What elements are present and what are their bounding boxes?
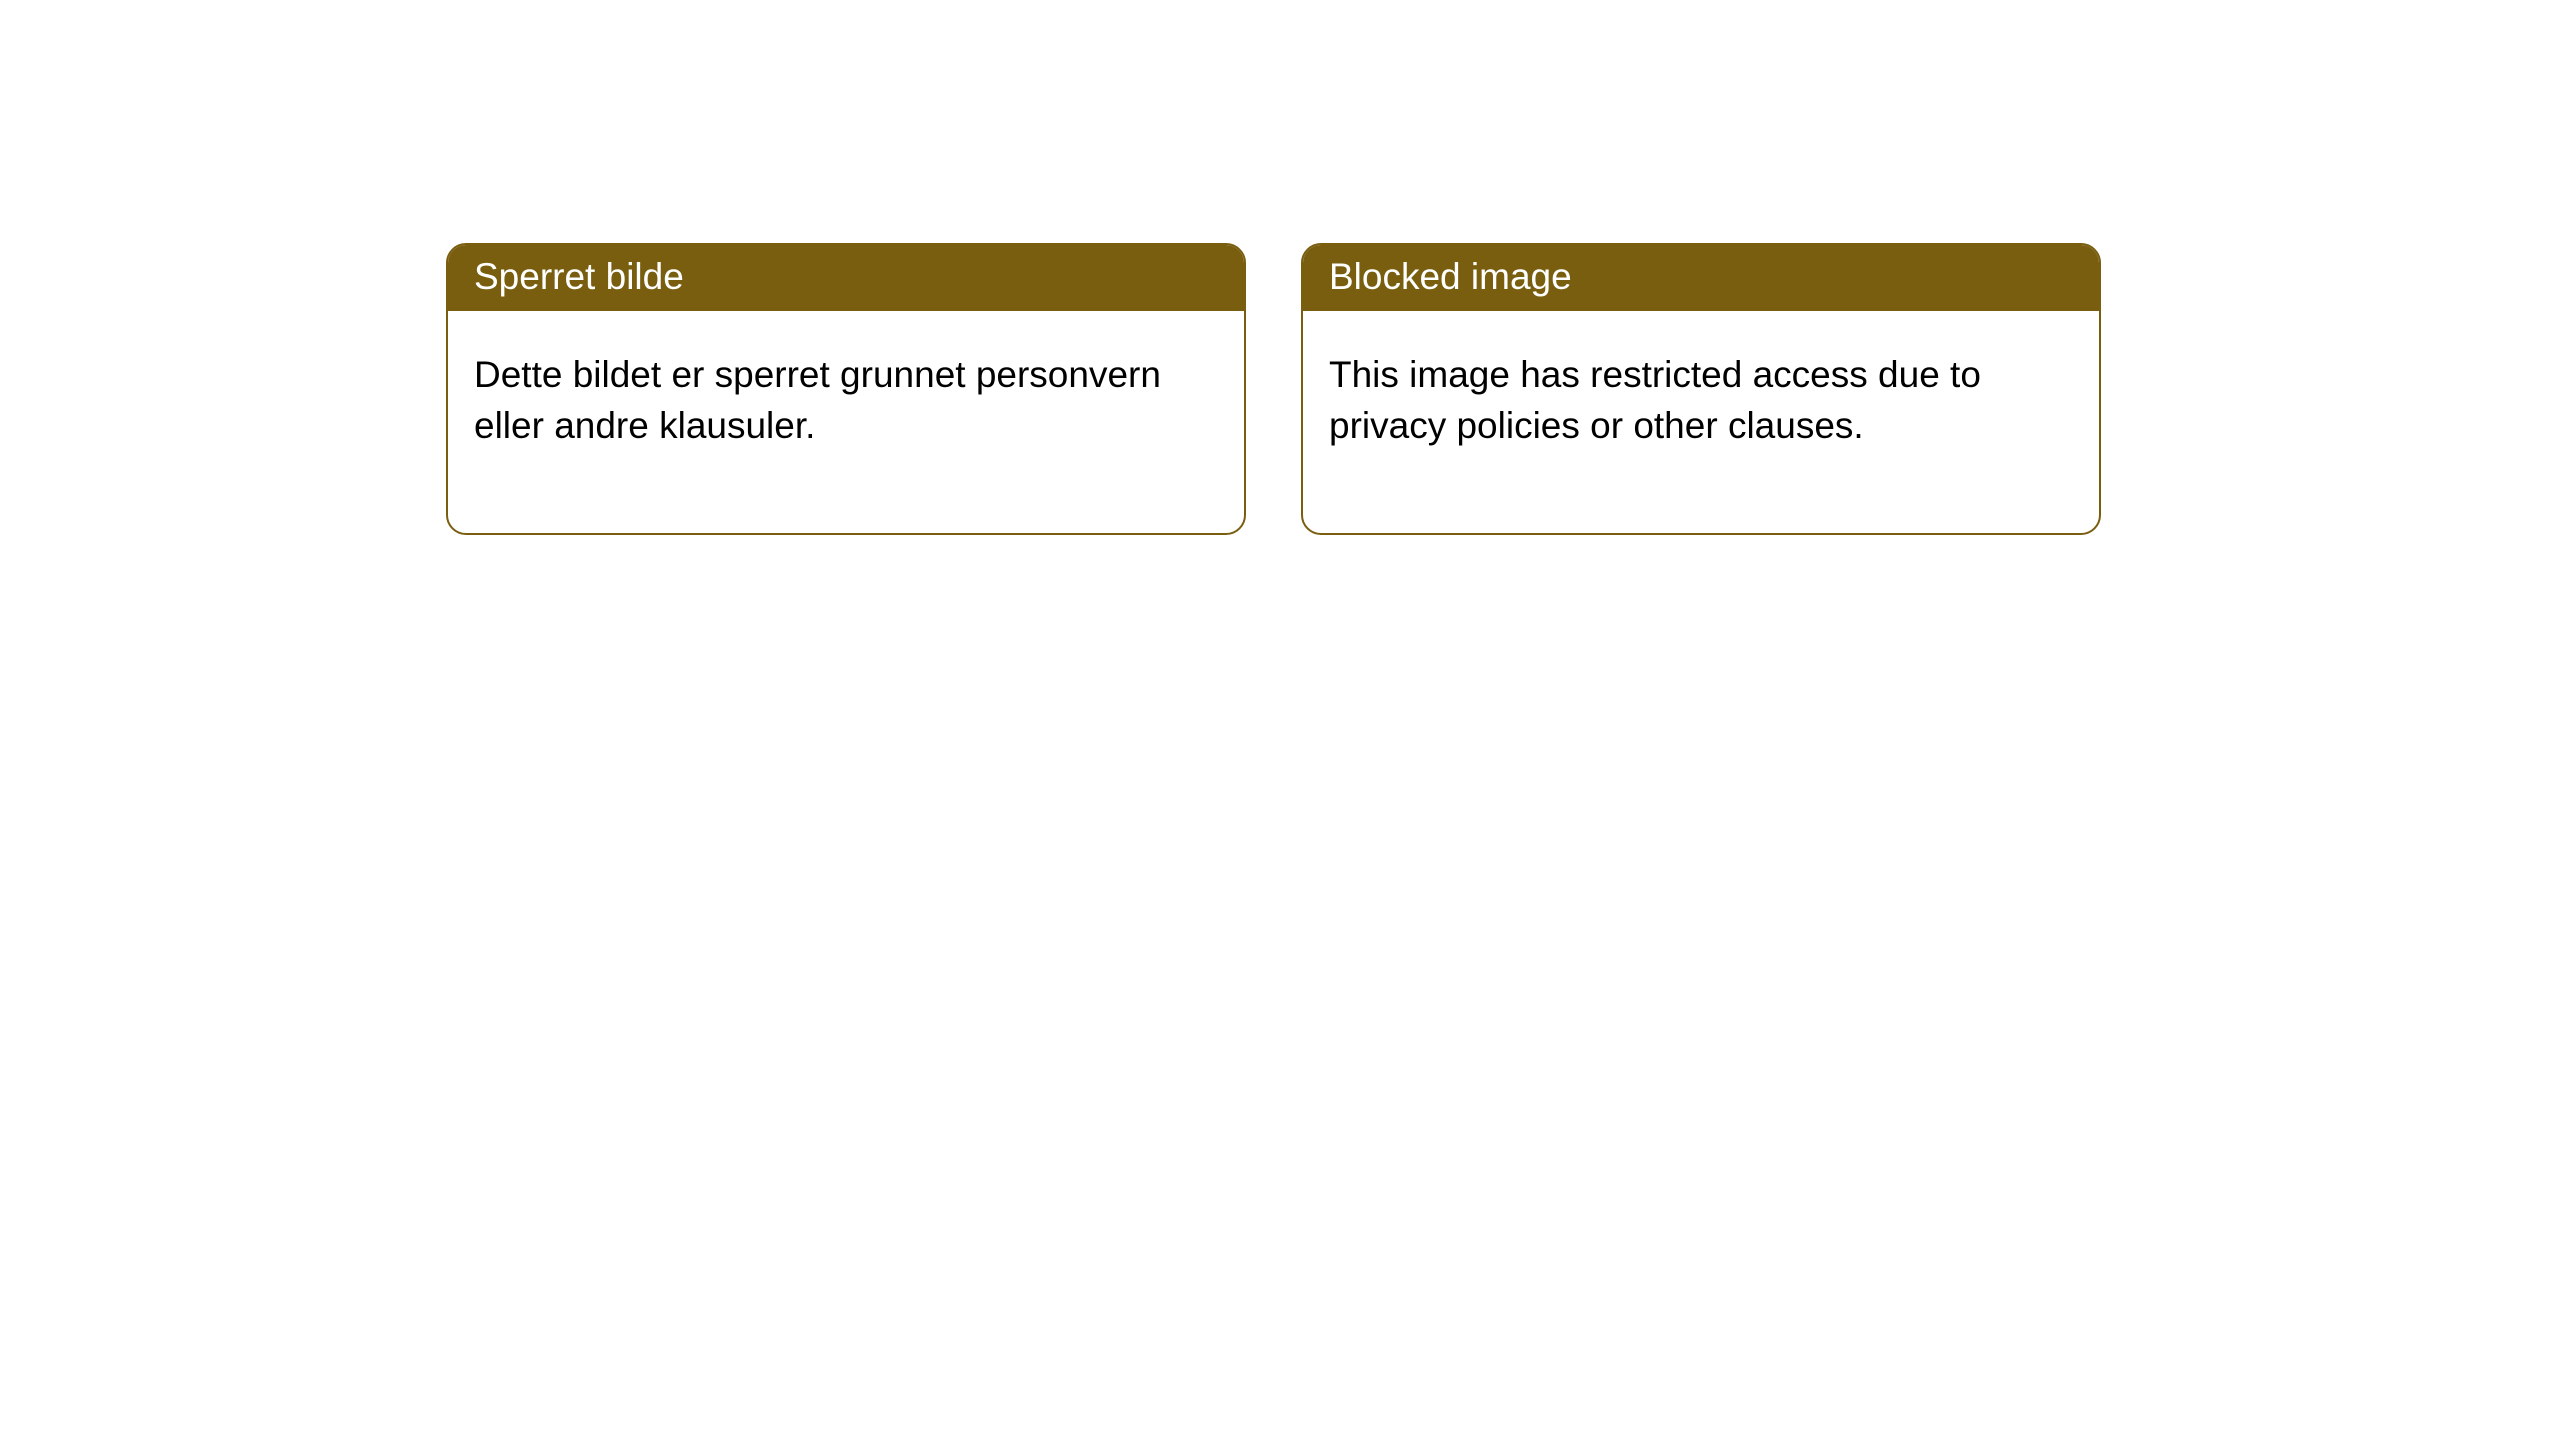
notice-container: Sperret bilde Dette bildet er sperret gr… xyxy=(0,0,2560,535)
notice-title-norwegian: Sperret bilde xyxy=(448,245,1244,311)
notice-body-norwegian: Dette bildet er sperret grunnet personve… xyxy=(448,311,1244,533)
notice-body-english: This image has restricted access due to … xyxy=(1303,311,2099,533)
notice-card-norwegian: Sperret bilde Dette bildet er sperret gr… xyxy=(446,243,1246,535)
notice-card-english: Blocked image This image has restricted … xyxy=(1301,243,2101,535)
notice-title-english: Blocked image xyxy=(1303,245,2099,311)
